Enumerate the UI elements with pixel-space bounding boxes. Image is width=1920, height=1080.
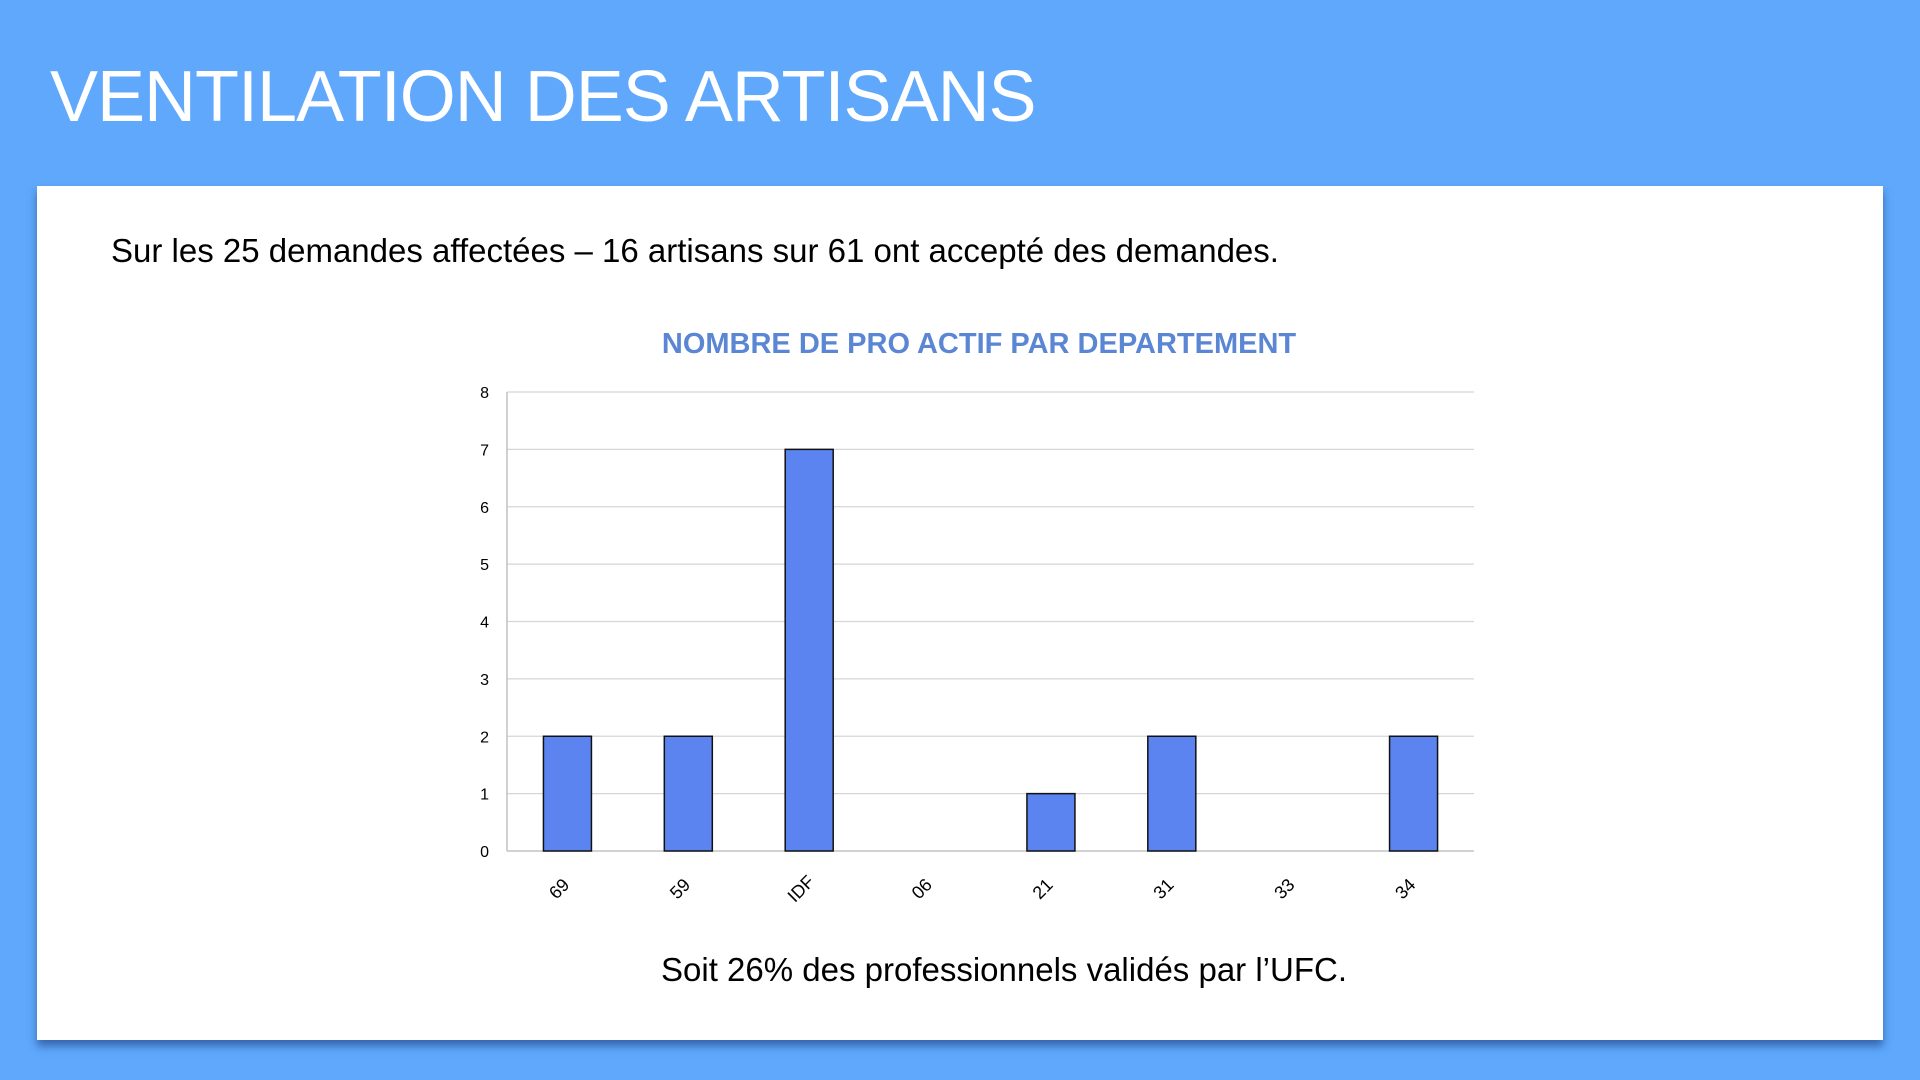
- bar-21: [1026, 792, 1076, 852]
- x-tick-label: 31: [1149, 875, 1177, 903]
- x-tick-label: 34: [1391, 875, 1419, 903]
- x-tick-label: 69: [545, 875, 573, 903]
- content-card: Sur les 25 demandes affectées – 16 artis…: [37, 186, 1883, 1040]
- x-tick-label: 33: [1270, 875, 1298, 903]
- y-tick-label: 3: [480, 672, 489, 689]
- x-tick-label: IDF: [784, 871, 819, 906]
- y-axis-ticks: 0 1 2 3 4 5 6 7 8: [480, 385, 489, 861]
- y-tick-label: 2: [480, 729, 489, 746]
- bar-IDF: [784, 448, 834, 852]
- y-tick-label: 5: [480, 557, 489, 574]
- chart-bars: [542, 448, 1439, 852]
- chart-gridlines: [506, 391, 1474, 852]
- y-tick-label: 8: [480, 385, 489, 402]
- x-axis-ticks: 69 59 IDF 06 21 31 33 34: [545, 871, 1419, 906]
- y-tick-label: 7: [480, 442, 489, 459]
- intro-text: Sur les 25 demandes affectées – 16 artis…: [111, 232, 1279, 269]
- x-tick-label: 06: [908, 875, 936, 903]
- footer-text: Soit 26% des professionnels validés par …: [661, 951, 1347, 988]
- bar-34: [1388, 735, 1439, 852]
- y-tick-label: 1: [480, 787, 489, 804]
- y-tick-label: 4: [480, 615, 489, 632]
- y-tick-label: 0: [480, 844, 489, 861]
- bar-59: [663, 735, 714, 852]
- y-tick-label: 6: [480, 500, 489, 517]
- bar-69: [542, 735, 593, 852]
- chart-title: NOMBRE DE PRO ACTIF PAR DEPARTEMENT: [661, 328, 1297, 360]
- bar-31: [1147, 735, 1197, 852]
- x-tick-label: 21: [1029, 875, 1057, 903]
- x-tick-label: 59: [666, 875, 694, 903]
- slide-title: VENTILATION DES ARTISANS: [50, 57, 1037, 137]
